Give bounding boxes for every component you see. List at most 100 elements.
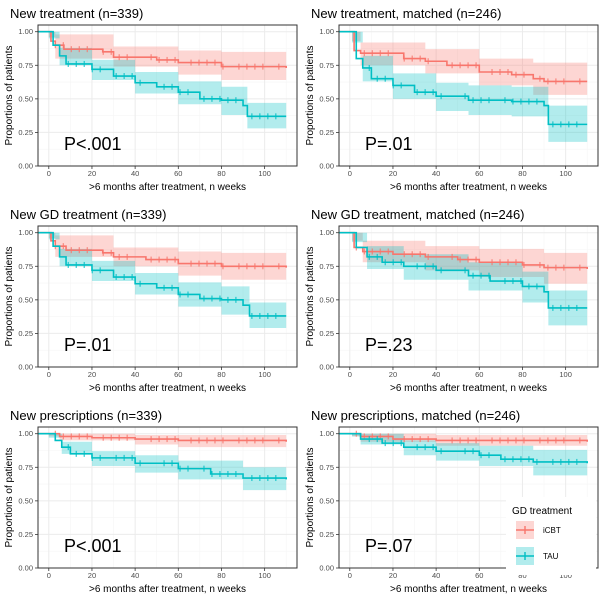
y-tick-label: 1.00 bbox=[18, 228, 33, 237]
x-tick-label: 0 bbox=[348, 571, 352, 580]
x-tick-label: 100 bbox=[559, 169, 572, 178]
ci-band-tau bbox=[339, 232, 588, 326]
panel-5: 0 20 40 60 80 100 0.00 0.25 0.50 0.75 1.00 New pres… bbox=[4, 408, 298, 595]
y-axis-label: Proportions of patients bbox=[305, 246, 316, 346]
x-tick-label: 40 bbox=[432, 571, 440, 580]
y-tick-label: 0.25 bbox=[319, 329, 334, 338]
y-tick-label: 0.75 bbox=[319, 262, 334, 271]
x-tick-label: 80 bbox=[217, 370, 225, 379]
y-tick-label: 0.50 bbox=[18, 295, 33, 304]
km-line-tau bbox=[339, 231, 588, 309]
p-value-annotation: P<.001 bbox=[64, 536, 122, 556]
y-tick-label: 0.50 bbox=[319, 496, 334, 505]
x-tick-label: 0 bbox=[348, 370, 352, 379]
x-tick-label: 100 bbox=[258, 571, 271, 580]
panel-border bbox=[338, 426, 599, 569]
ci-band-tau bbox=[38, 232, 287, 329]
y-tick-label: 0.25 bbox=[319, 530, 334, 539]
y-axis-label: Proportions of patients bbox=[305, 447, 316, 547]
x-tick-label: 20 bbox=[88, 370, 96, 379]
panel-border bbox=[338, 24, 599, 167]
y-tick-label: 0.00 bbox=[319, 363, 334, 372]
y-tick-label: 0.75 bbox=[18, 61, 33, 70]
ci-band-icbt bbox=[38, 31, 287, 82]
x-tick-label: 60 bbox=[475, 571, 483, 580]
x-tick-label: 40 bbox=[131, 370, 139, 379]
x-tick-label: 100 bbox=[559, 571, 572, 580]
y-axis-label: Proportions of patients bbox=[4, 45, 15, 145]
panel-border bbox=[37, 426, 298, 569]
y-tick-label: 0.50 bbox=[18, 496, 33, 505]
km-line-icbt bbox=[38, 432, 288, 442]
x-tick-label: 20 bbox=[389, 169, 397, 178]
x-tick-label: 80 bbox=[217, 571, 225, 580]
km-line-tau bbox=[38, 432, 288, 480]
panel-title: New prescriptions, matched (n=246) bbox=[311, 408, 520, 423]
x-tick-label: 60 bbox=[475, 370, 483, 379]
km-line-icbt bbox=[38, 231, 288, 268]
p-value-annotation: P<.001 bbox=[64, 134, 122, 154]
ci-band-tau bbox=[339, 31, 588, 142]
x-tick-label: 20 bbox=[389, 571, 397, 580]
y-tick-label: 0.50 bbox=[18, 94, 33, 103]
x-tick-label: 80 bbox=[518, 169, 526, 178]
x-tick-label: 60 bbox=[174, 571, 182, 580]
panel-border bbox=[37, 225, 298, 368]
x-tick-label: 0 bbox=[47, 370, 51, 379]
panel-title: New GD treatment (n=339) bbox=[10, 207, 166, 222]
x-tick-label: 20 bbox=[389, 370, 397, 379]
legend-background bbox=[506, 497, 596, 575]
y-tick-label: 1.00 bbox=[319, 27, 334, 36]
x-tick-label: 100 bbox=[559, 370, 572, 379]
panel-title: New GD treatment, matched (n=246) bbox=[311, 207, 525, 222]
y-tick-label: 0.75 bbox=[18, 463, 33, 472]
x-axis-label: >6 months after treatment, n weeks bbox=[89, 584, 246, 595]
p-value-annotation: P=.01 bbox=[365, 134, 413, 154]
y-axis-label: Proportions of patients bbox=[305, 45, 316, 145]
y-tick-label: 0.50 bbox=[319, 295, 334, 304]
panel-3: 0 20 40 60 80 100 0.00 0.25 0.50 0.75 1.00 New GD t… bbox=[4, 207, 298, 394]
legend: GD treatment iCBT TAU bbox=[506, 497, 596, 575]
y-tick-label: 0.00 bbox=[319, 564, 334, 573]
panel-title: New treatment (n=339) bbox=[10, 6, 143, 21]
panel-title: New prescriptions (n=339) bbox=[10, 408, 162, 423]
x-tick-label: 0 bbox=[47, 571, 51, 580]
y-tick-label: 0.00 bbox=[18, 363, 33, 372]
y-tick-label: 0.00 bbox=[319, 162, 334, 171]
x-tick-label: 60 bbox=[174, 370, 182, 379]
ci-band-icbt bbox=[38, 232, 287, 282]
x-tick-label: 20 bbox=[88, 169, 96, 178]
x-tick-label: 40 bbox=[131, 571, 139, 580]
y-tick-label: 1.00 bbox=[319, 429, 334, 438]
x-tick-label: 80 bbox=[518, 571, 526, 580]
legend-title: GD treatment bbox=[512, 506, 572, 517]
y-tick-label: 1.00 bbox=[18, 27, 33, 36]
y-axis-label: Proportions of patients bbox=[4, 246, 15, 346]
x-axis-label: >6 months after treatment, n weeks bbox=[390, 584, 547, 595]
y-tick-label: 0.75 bbox=[319, 463, 334, 472]
ci-band-icbt bbox=[339, 31, 588, 95]
x-axis-label: >6 months after treatment, n weeks bbox=[89, 182, 246, 193]
x-axis-label: >6 months after treatment, n weeks bbox=[390, 383, 547, 394]
legend-label-tau: TAU bbox=[543, 552, 559, 561]
x-tick-label: 0 bbox=[47, 169, 51, 178]
ci-band-tau bbox=[38, 31, 287, 129]
km-line-tau bbox=[339, 432, 589, 464]
km-line-icbt bbox=[38, 30, 288, 68]
y-tick-label: 0.25 bbox=[18, 329, 33, 338]
y-tick-label: 0.75 bbox=[319, 61, 334, 70]
y-tick-label: 0.25 bbox=[319, 128, 334, 137]
x-tick-label: 40 bbox=[131, 169, 139, 178]
x-tick-label: 60 bbox=[174, 169, 182, 178]
y-tick-label: 1.00 bbox=[319, 228, 334, 237]
x-tick-label: 80 bbox=[217, 169, 225, 178]
panel-1: 0 20 40 60 80 100 0.00 0.25 0.50 0.75 1.00 New trea… bbox=[4, 6, 298, 193]
x-tick-label: 0 bbox=[348, 169, 352, 178]
x-tick-label: 40 bbox=[432, 169, 440, 178]
y-tick-label: 0.25 bbox=[18, 530, 33, 539]
p-value-annotation: P=.07 bbox=[365, 536, 413, 556]
km-line-tau bbox=[339, 30, 588, 126]
panel-title: New treatment, matched (n=246) bbox=[311, 6, 501, 21]
